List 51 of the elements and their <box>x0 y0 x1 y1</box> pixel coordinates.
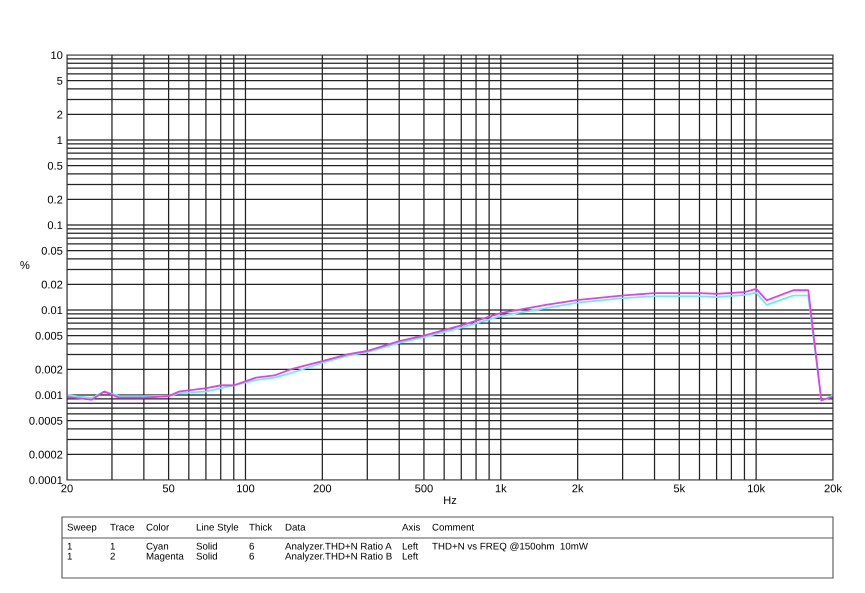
y-tick-label: 5 <box>57 76 62 85</box>
text: 6 <box>249 552 254 560</box>
y-tick-label: 0.001 <box>35 391 62 400</box>
text: Line Style <box>196 523 238 533</box>
text: Left <box>402 542 418 550</box>
y-tick-label: 0.2 <box>48 196 62 204</box>
text: Color <box>146 523 170 531</box>
y-tick-label: 0.5 <box>48 162 62 170</box>
text: Axis <box>402 523 420 531</box>
y-tick-label: 0.002 <box>35 366 62 374</box>
y-tick-label: 10 <box>51 51 62 60</box>
x-tick-label: 500 <box>415 484 433 492</box>
text: 1 <box>68 542 72 550</box>
y-tick-label: 0.0005 <box>29 416 62 425</box>
x-tick-label: 1k <box>496 484 507 492</box>
text: Data <box>286 524 306 531</box>
x-tick-label: 5k <box>674 484 686 492</box>
x-tick-label: 2k <box>572 484 584 492</box>
x-tick-label: 100 <box>237 484 254 492</box>
text: Trace <box>110 524 134 531</box>
text: Left <box>402 552 418 560</box>
x-tick-label: 200 <box>314 484 332 492</box>
x-tick-label: 20 <box>61 484 73 492</box>
y-tick-label: 0.005 <box>35 332 62 340</box>
y-tick-label: 0.0001 <box>29 476 62 484</box>
text: 1 <box>110 542 115 550</box>
text: Analyzer.THD+N Ratio B <box>285 552 392 562</box>
x-tick-label: 20k <box>824 484 842 492</box>
text: THD+N vs FREQ @150ohm 10mW <box>432 542 588 552</box>
text: Cyan <box>146 542 168 552</box>
y-tick-label: 0.1 <box>48 221 62 230</box>
x-tick-label: 50 <box>162 484 174 492</box>
text: Comment <box>432 524 474 531</box>
y-tick-label: 0.0002 <box>29 450 62 459</box>
x-tick-label: 10k <box>748 484 766 492</box>
y-tick-label: 0.02 <box>42 280 62 289</box>
text: 6 <box>249 542 254 550</box>
y-tick-label: 1 <box>58 136 62 144</box>
text: 1 <box>68 552 72 560</box>
text: 2 <box>110 552 115 560</box>
text: Analyzer.THD+N Ratio A <box>285 542 392 552</box>
y-tick-label: 0.05 <box>42 246 62 255</box>
x-axis-title: Hz <box>444 496 456 504</box>
text: Solid <box>196 542 217 550</box>
text: Thick <box>249 523 272 531</box>
y-axis-title: % <box>20 261 30 269</box>
text: Sweep <box>67 524 96 533</box>
y-tick-label: 2 <box>57 110 62 118</box>
text: Magenta <box>146 552 184 562</box>
text: Solid <box>196 552 217 560</box>
y-tick-label: 0.01 <box>42 306 62 314</box>
